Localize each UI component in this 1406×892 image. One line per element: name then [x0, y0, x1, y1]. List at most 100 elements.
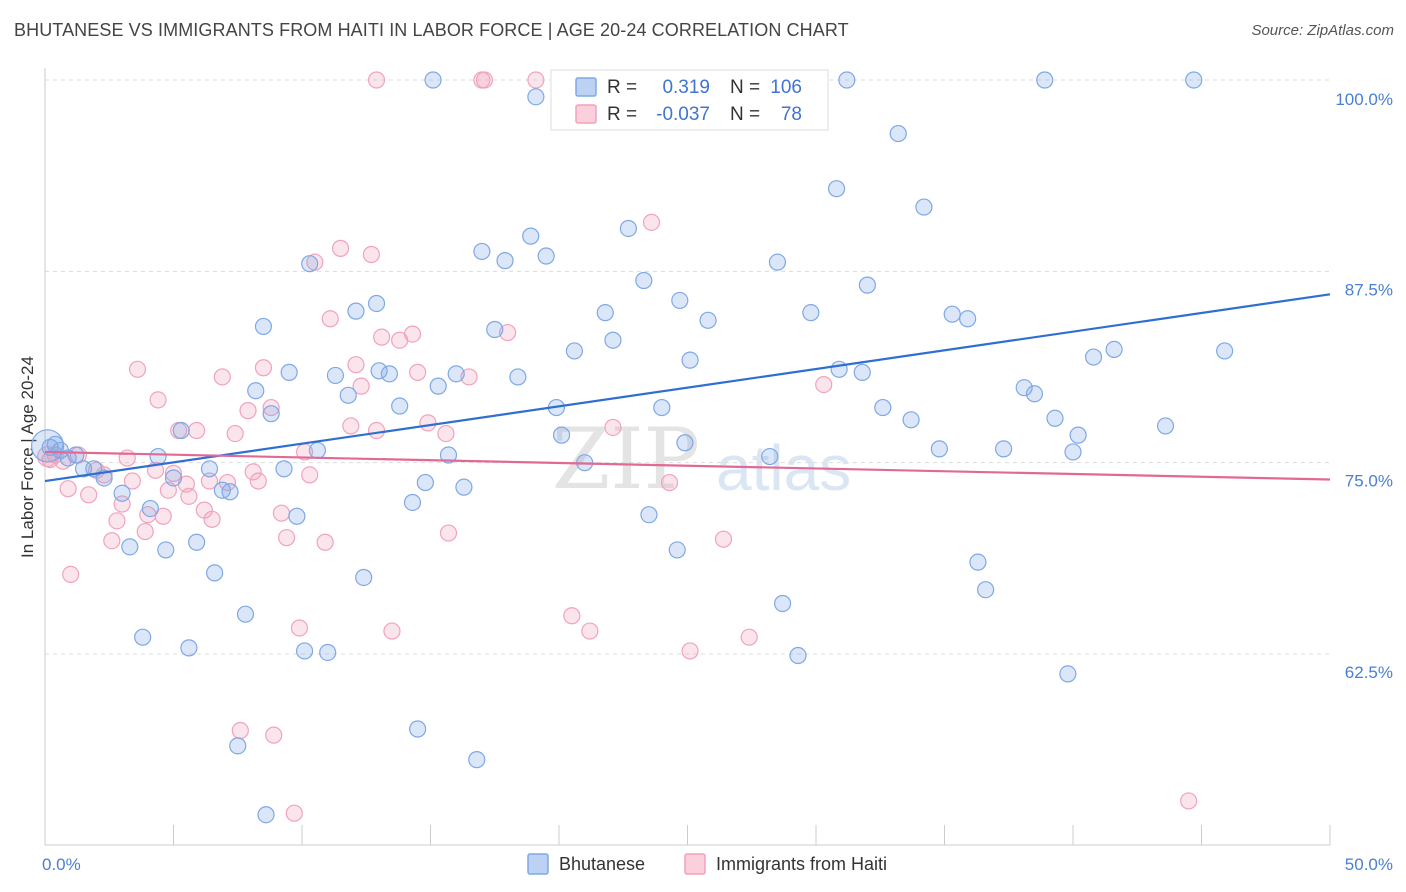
y-axis-label: In Labor Force | Age 20-24 — [18, 356, 37, 558]
bhutanese-point — [221, 483, 239, 501]
bhutanese-points — [30, 71, 1234, 824]
bhutanese-point — [339, 386, 357, 404]
haiti-point — [316, 533, 334, 551]
haiti-points — [36, 71, 1198, 822]
haiti-point — [180, 487, 198, 505]
chart-source: Source: ZipAtlas.com — [1251, 22, 1394, 39]
haiti-point — [62, 565, 80, 584]
bhutanese-point — [188, 533, 206, 551]
bhutanese-point — [830, 360, 848, 378]
bhutanese-point — [853, 363, 871, 381]
bhutanese-point — [447, 365, 465, 383]
haiti-point — [604, 418, 622, 437]
bhutanese-point — [902, 411, 920, 429]
legend-swatch-bhutanese — [527, 853, 549, 875]
haiti-point — [581, 622, 599, 640]
legend-label-bhutanese: Bhutanese — [559, 854, 645, 874]
stats-n-value-bhutanese: 106 — [770, 77, 802, 98]
bhutanese-point — [681, 351, 699, 369]
haiti-point — [409, 363, 427, 381]
haiti-point — [213, 368, 231, 386]
x-ticks — [44, 825, 1331, 845]
haiti-point — [301, 466, 319, 484]
bhutanese-point — [596, 304, 614, 322]
haiti-point — [527, 71, 545, 89]
trend-lines — [44, 293, 1331, 483]
stats-r-label-haiti: R = — [607, 104, 637, 125]
bhutanese-point — [827, 180, 846, 198]
bhutanese-point — [455, 478, 473, 496]
bhutanese-point — [640, 506, 658, 524]
bhutanese-point — [157, 541, 175, 559]
bhutanese-point — [761, 447, 779, 466]
bhutanese-point — [180, 639, 198, 657]
bhutanese-point — [1015, 379, 1033, 397]
haiti-point — [136, 522, 154, 541]
haiti-point — [285, 804, 303, 822]
bhutanese-point — [468, 751, 486, 769]
bhutanese-point — [1156, 417, 1175, 435]
bhutanese-point — [930, 440, 948, 458]
haiti-point — [460, 368, 478, 386]
haiti-point — [367, 421, 386, 440]
haiti-point — [123, 472, 141, 490]
haiti-point — [362, 245, 380, 264]
bhutanese-point — [1025, 385, 1044, 403]
bhutanese-point — [280, 363, 298, 381]
bhutanese-point — [172, 421, 190, 440]
bhutanese-point — [473, 242, 491, 261]
bhutanese-point — [1216, 342, 1234, 360]
bhutanese-point — [858, 276, 877, 294]
stats-n-label-haiti: N = — [730, 104, 760, 125]
bhutanese-point — [370, 362, 388, 380]
bhutanese-point — [522, 227, 540, 245]
haiti-point — [642, 213, 661, 231]
haiti-point — [563, 607, 581, 625]
haiti-point — [475, 71, 494, 89]
bhutanese-point — [164, 469, 183, 487]
bhutanese-point — [874, 398, 892, 417]
haiti-point — [342, 417, 360, 435]
bhutanese-point — [676, 434, 694, 452]
bhutanese-point — [699, 311, 717, 329]
bhutanese-point — [1069, 426, 1087, 444]
haiti-point — [108, 512, 126, 530]
haiti-point — [373, 328, 391, 346]
stats-legend: R = 0.319 N = 106 R = -0.037 N = 78 — [550, 69, 829, 131]
bhutanese-point — [247, 382, 265, 400]
bhutanese-point — [537, 247, 555, 265]
haiti-point — [262, 398, 280, 417]
haiti-point — [164, 464, 183, 482]
bhutanese-point — [275, 460, 293, 478]
bhutanese-point — [121, 538, 139, 556]
y-tick-label: 100.0% — [1335, 90, 1393, 109]
bhutanese-point — [409, 720, 427, 738]
bhutanese-point — [141, 499, 159, 518]
bhutanese-point — [889, 124, 907, 143]
stats-swatch-haiti — [575, 104, 597, 124]
haiti-point — [200, 472, 219, 490]
haiti-point — [188, 421, 206, 440]
bhutanese-point — [416, 473, 434, 492]
haiti-point — [367, 71, 386, 89]
haiti-point — [80, 486, 98, 504]
bhutanese-point — [773, 594, 792, 613]
bhutanese-point — [915, 198, 933, 216]
haiti-point — [149, 391, 167, 409]
haiti-point — [203, 510, 221, 528]
haiti-point — [419, 414, 437, 432]
bhutanese-point — [509, 368, 527, 386]
stats-swatch-bhutanese — [575, 77, 597, 97]
bhutanese-point — [995, 440, 1013, 458]
bhutanese-point — [200, 460, 219, 478]
haiti-point — [254, 359, 273, 377]
bhutanese-point — [959, 310, 977, 328]
bhutanese-point — [391, 397, 409, 415]
bhutanese-point — [671, 291, 689, 310]
bhutanese-point — [1064, 443, 1082, 461]
bhutanese-point — [206, 564, 224, 582]
bhutanese-point — [149, 447, 167, 466]
haiti-point — [249, 472, 267, 490]
haiti-point — [681, 642, 699, 660]
